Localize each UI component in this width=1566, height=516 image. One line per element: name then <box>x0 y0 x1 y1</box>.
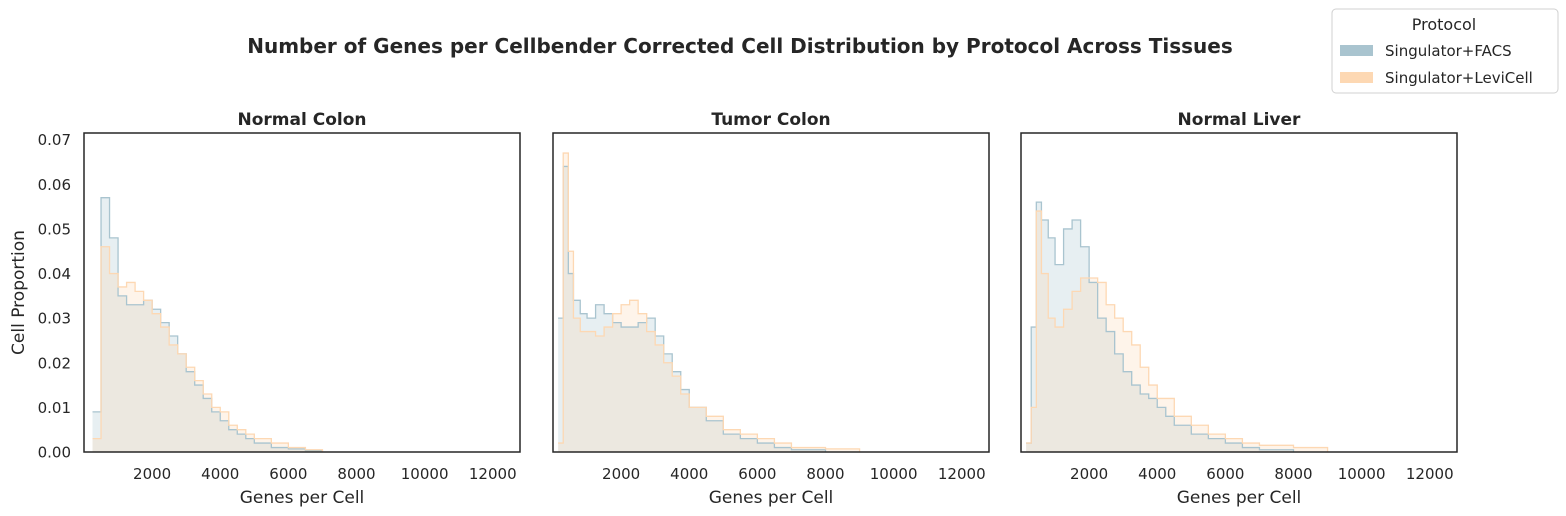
x-tick-label: 8000 <box>1274 465 1312 483</box>
x-tick-label: 4000 <box>670 465 708 483</box>
x-tick-label: 12000 <box>469 465 517 483</box>
series-fill-facs <box>1026 202 1294 452</box>
y-tick-label: 0.07 <box>38 131 71 149</box>
y-tick-label: 0.05 <box>38 220 71 238</box>
series-fill-levicell <box>1026 211 1328 452</box>
x-tick-label: 2000 <box>1070 465 1108 483</box>
legend-frame <box>1331 8 1559 94</box>
y-axis-label: Cell Proportion <box>9 230 29 355</box>
x-tick-label: 12000 <box>938 465 986 483</box>
panel-subtitle: Tumor Colon <box>711 110 830 130</box>
chart-panel-2: Tumor Colon 2000 4000 6000 8000 10000 12000 Gen… <box>552 110 990 508</box>
panel-subtitle: Normal Liver <box>1178 110 1301 130</box>
panel-frame <box>1020 132 1458 453</box>
chart-panel-3: Normal Liver 2000 4000 6000 8000 10000 12000 Ge… <box>1020 110 1458 508</box>
x-tick-label: 8000 <box>806 465 844 483</box>
panel-series-group <box>1026 201 1329 452</box>
series-fill-levicell <box>92 246 323 452</box>
panel-frame <box>552 132 990 453</box>
y-tick-label: 0.00 <box>38 444 71 462</box>
y-tick-label: 0.02 <box>38 354 71 372</box>
x-tick-label: 8000 <box>337 465 375 483</box>
x-tick-label: 10000 <box>870 465 918 483</box>
x-tick-label: 12000 <box>1406 465 1454 483</box>
x-axis-label: Genes per Cell <box>709 488 834 508</box>
x-axis-label: Genes per Cell <box>1177 488 1302 508</box>
legend-label-levicell: Singulator+LeviCell <box>1385 69 1533 87</box>
series-fill-facs <box>558 166 826 452</box>
legend-swatch-levicell <box>1340 72 1373 83</box>
x-tick-label: 10000 <box>1338 465 1386 483</box>
panel-subtitle: Normal Colon <box>238 110 367 130</box>
series-line-facs <box>558 165 827 452</box>
legend-label-facs: Singulator+FACS <box>1385 42 1512 60</box>
x-tick-label: 4000 <box>201 465 239 483</box>
x-tick-label: 6000 <box>1206 465 1244 483</box>
legend-swatch-facs <box>1340 45 1373 56</box>
chart-title: Number of Genes per Cellbender Corrected… <box>247 34 1233 58</box>
chart-panel-1: Normal Colon 2000 4000 6000 8000 10000 12000 Ge… <box>9 110 521 508</box>
x-axis-label: Genes per Cell <box>240 488 365 508</box>
series-line-levicell <box>92 246 324 452</box>
x-tick-label: 4000 <box>1138 465 1176 483</box>
series-line-levicell <box>1026 210 1329 452</box>
series-fill-levicell <box>558 153 860 452</box>
x-tick-label: 2000 <box>602 465 640 483</box>
series-fill-facs <box>92 197 323 452</box>
x-tick-label: 6000 <box>269 465 307 483</box>
panel-frame <box>83 132 521 453</box>
panel-series-group <box>558 152 861 452</box>
y-tick-label: 0.03 <box>38 310 71 328</box>
y-tick-label: 0.01 <box>38 399 71 417</box>
x-tick-label: 10000 <box>401 465 449 483</box>
legend: Protocol Singulator+FACS Singulator+Levi… <box>1331 8 1559 94</box>
panel-series-group <box>92 197 324 452</box>
y-tick-label: 0.04 <box>38 265 71 283</box>
legend-title: Protocol <box>1412 15 1476 34</box>
x-tick-label: 2000 <box>133 465 171 483</box>
series-line-facs <box>1026 201 1295 452</box>
x-tick-label: 6000 <box>738 465 776 483</box>
series-line-levicell <box>558 152 861 452</box>
y-tick-label: 0.06 <box>38 176 71 194</box>
